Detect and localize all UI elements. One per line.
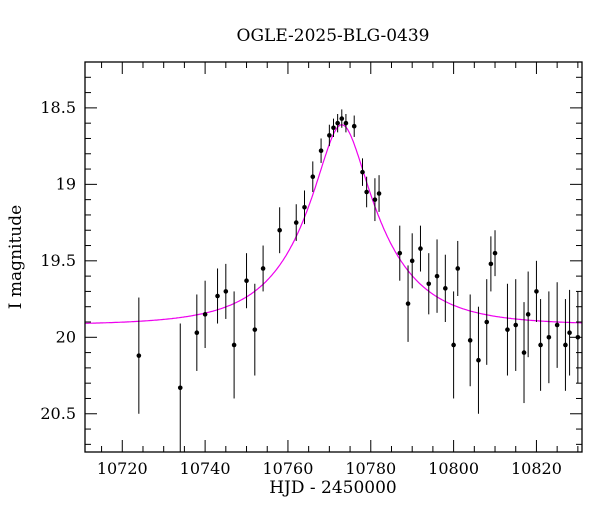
data-point [215,293,220,299]
y-tick-label: 19.5 [40,251,76,270]
data-point [194,330,200,336]
x-tick-label: 10760 [262,459,313,478]
data-point [563,342,568,348]
data-point [455,266,461,271]
data-point [521,350,527,355]
data-point [360,169,365,175]
data-point [376,191,382,196]
data-point [554,322,560,328]
data-point [343,120,349,126]
data-point [364,189,369,195]
data-point [260,266,266,271]
data-point [484,319,490,325]
data-point [244,278,249,284]
data-point [467,338,473,343]
x-tick-label: 10720 [97,459,148,478]
data-point [505,327,510,332]
data-point [318,148,324,154]
y-tick-label: 18.5 [40,98,76,117]
data-point [546,334,552,340]
x-tick-label: 10780 [345,459,396,478]
y-tick-label: 20.5 [40,404,76,423]
data-point [293,220,299,225]
data-point [567,330,572,336]
data-point [339,116,345,121]
plot-frame [84,61,583,453]
data-point [443,286,448,291]
data-point [538,342,543,348]
data-point [476,357,481,363]
data-point [327,133,332,138]
data-point [534,289,539,294]
data-point [223,289,229,294]
data-point [488,261,494,267]
x-tick-label: 10800 [428,459,479,478]
data-point [451,342,456,348]
data-point [426,281,432,287]
y-tick-label: 20 [56,327,76,346]
data-point [525,312,531,317]
x-axis-label: HJD - 2450000 [269,478,397,498]
data-point [277,227,282,233]
data-point [405,301,411,306]
data-point [409,258,415,264]
data-point [136,353,142,358]
data-point [202,312,208,317]
data-point [492,250,498,256]
data-point [310,174,316,180]
data-point [231,342,237,348]
chart-title: OGLE-2025-BLG-0439 [237,26,430,46]
data-point [418,246,423,251]
data-point [177,385,183,391]
data-point [335,120,340,126]
x-tick-label: 10820 [511,459,562,478]
data-point [434,273,440,279]
x-tick-label: 10740 [180,459,231,478]
data-point [331,125,336,131]
data-point [513,322,519,328]
data-point [397,250,403,256]
data-point [252,327,258,332]
y-axis-label: I magnitude [6,205,26,309]
y-tick-label: 19 [56,174,76,193]
plot-area: 10720 10740 10760 10780 10800 10820 18.5 19 19.5… [40,61,583,478]
data-point [351,123,357,129]
data-point [372,197,378,202]
data-point [302,204,307,210]
